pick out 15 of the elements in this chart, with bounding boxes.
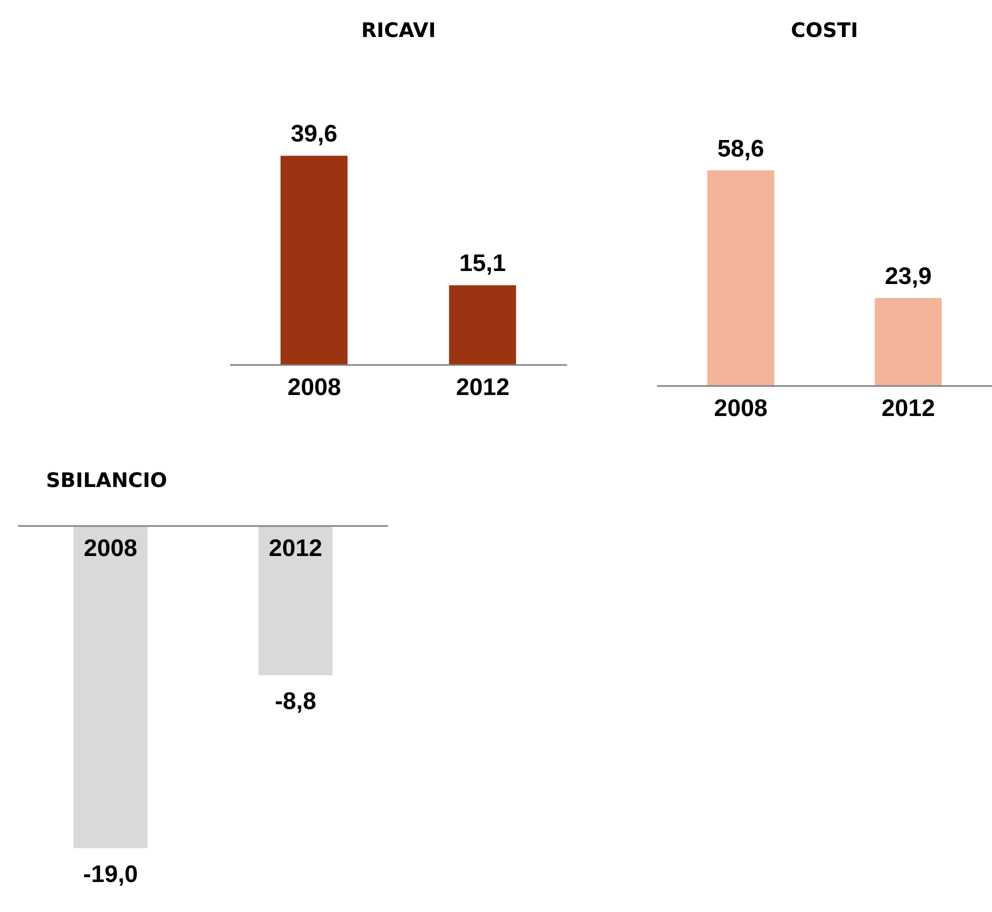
x-tick-label: 2012 <box>268 535 322 562</box>
chart-title: RICAVI <box>360 18 437 42</box>
data-label: 23,9 <box>884 263 932 290</box>
data-label: 39,6 <box>290 120 338 148</box>
data-label: 58,6 <box>717 135 764 162</box>
chart-title: SBILANCIO <box>46 468 168 492</box>
data-label: -19,0 <box>83 861 138 888</box>
data-label: -8,8 <box>274 688 316 716</box>
data-label: 15,1 <box>459 250 506 278</box>
x-tick-label: 2008 <box>714 395 768 422</box>
x-tick-label: 2012 <box>456 374 510 401</box>
x-tick-label: 2012 <box>882 395 935 422</box>
x-tick-label: 2008 <box>288 374 341 401</box>
x-tick-label: 2008 <box>84 535 138 562</box>
chart-title: COSTI <box>790 18 860 42</box>
